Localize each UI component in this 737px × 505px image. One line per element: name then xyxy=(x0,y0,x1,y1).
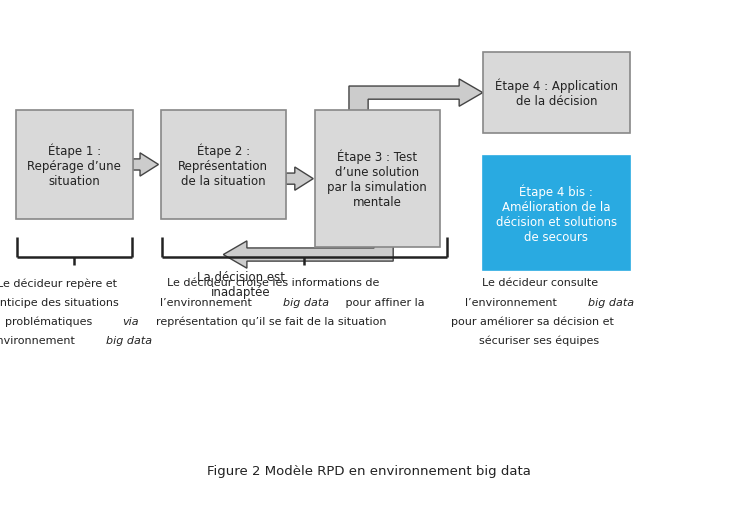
Polygon shape xyxy=(133,154,158,177)
Text: big data: big data xyxy=(106,335,153,345)
Text: l’environnement: l’environnement xyxy=(0,335,79,345)
FancyBboxPatch shape xyxy=(315,111,440,247)
Text: big data: big data xyxy=(588,297,635,307)
FancyBboxPatch shape xyxy=(161,111,286,220)
Text: l’environnement: l’environnement xyxy=(465,297,561,307)
Text: Étape 1 :
Repérage d’une
situation: Étape 1 : Repérage d’une situation xyxy=(27,143,122,187)
Polygon shape xyxy=(349,80,483,146)
Text: Étape 3 : Test
d’une solution
par la simulation
mentale: Étape 3 : Test d’une solution par la sim… xyxy=(327,149,427,209)
Text: représentation qu’il se fait de la situation: représentation qu’il se fait de la situa… xyxy=(156,316,386,327)
Text: big data: big data xyxy=(283,297,329,307)
Text: pour affiner la: pour affiner la xyxy=(343,297,425,307)
Text: via: via xyxy=(122,316,139,326)
FancyBboxPatch shape xyxy=(483,157,630,270)
Text: Étape 4 : Application
de la décision: Étape 4 : Application de la décision xyxy=(495,79,618,108)
Text: Le décideur consulte: Le décideur consulte xyxy=(481,278,598,288)
Text: Le décideur repère et: Le décideur repère et xyxy=(0,278,117,288)
Text: pour améliorer sa décision et: pour améliorer sa décision et xyxy=(451,316,614,327)
Polygon shape xyxy=(223,227,393,269)
Text: La décision est
inadaptée: La décision est inadaptée xyxy=(197,270,285,298)
Text: Étape 2 :
Représentation
de la situation: Étape 2 : Représentation de la situation xyxy=(178,143,268,187)
Text: anticipe des situations: anticipe des situations xyxy=(0,297,119,307)
FancyBboxPatch shape xyxy=(16,111,133,220)
Text: sécuriser ses équipes: sécuriser ses équipes xyxy=(479,335,599,346)
Text: Figure 2 Modèle RPD en environnement big data: Figure 2 Modèle RPD en environnement big… xyxy=(206,464,531,477)
Text: Étape 4 bis :
Amélioration de la
décision et solutions
de secours: Étape 4 bis : Amélioration de la décisio… xyxy=(496,184,617,243)
Text: Le décideur croise les informations de: Le décideur croise les informations de xyxy=(167,278,380,288)
FancyBboxPatch shape xyxy=(483,53,630,134)
Text: problématiques: problématiques xyxy=(5,316,96,327)
Polygon shape xyxy=(286,168,313,191)
Text: l’environnement: l’environnement xyxy=(160,297,255,307)
